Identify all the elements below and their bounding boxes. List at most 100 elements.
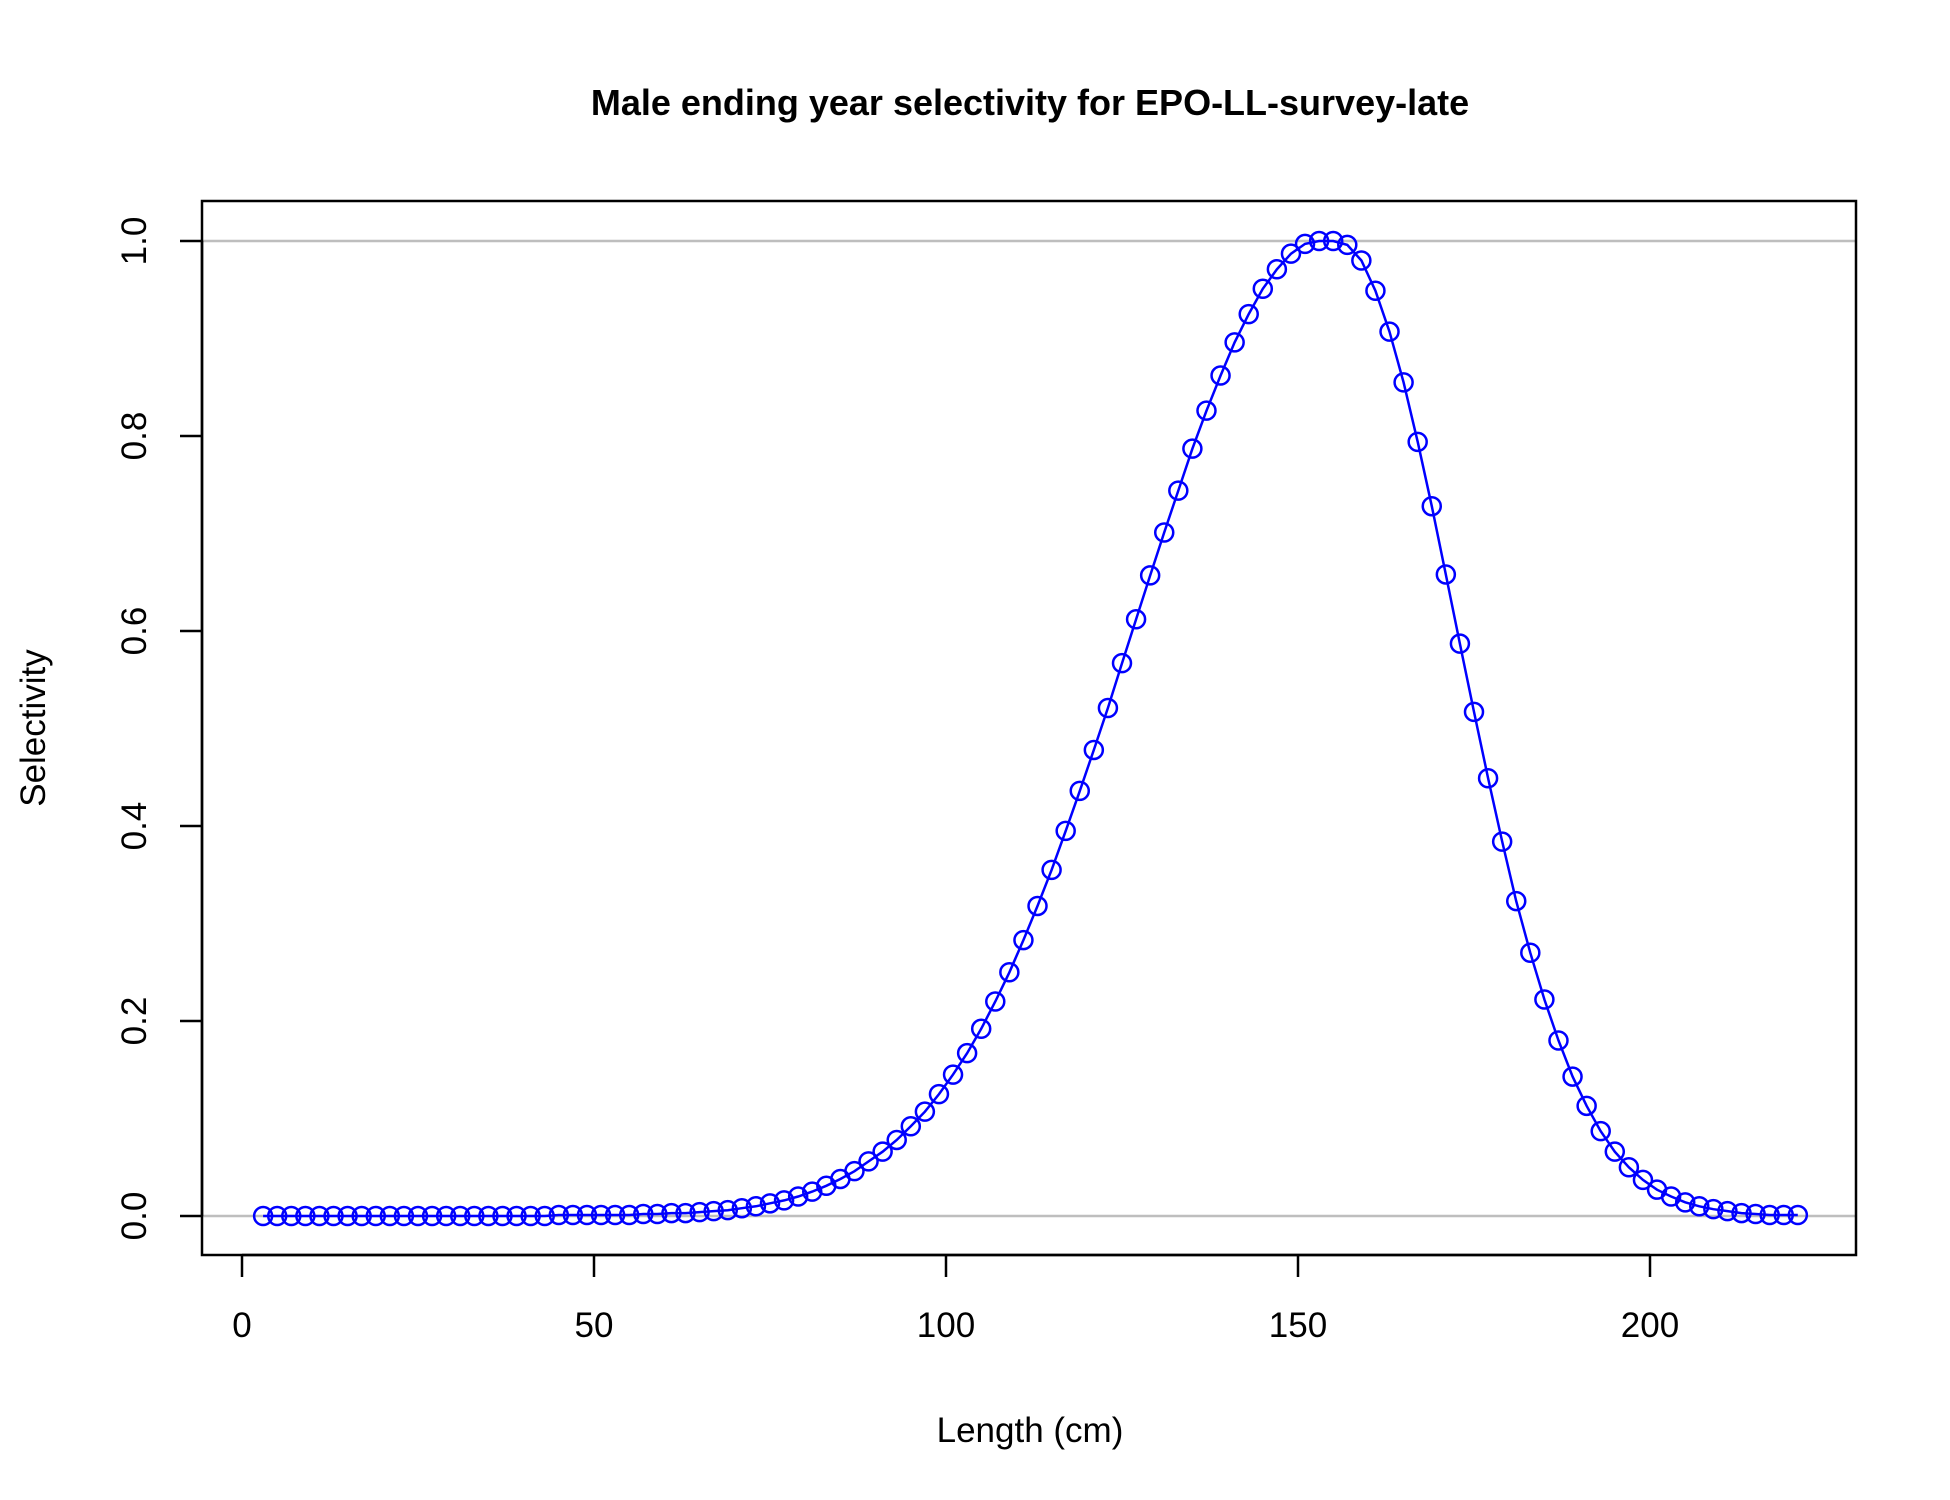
data-point [520, 1205, 541, 1227]
x-tick-label: 100 [917, 1306, 975, 1345]
data-point [759, 1193, 781, 1214]
data-point [787, 1186, 809, 1207]
y-axis: 0.0 0.2 0.4 0.6 0.8 1.0 [115, 217, 204, 1241]
data-point [942, 1064, 964, 1085]
data-point [1534, 989, 1555, 1010]
data-point [1703, 1198, 1724, 1220]
data-point [956, 1042, 978, 1064]
data-point [717, 1199, 739, 1221]
data-point [844, 1160, 865, 1182]
data-point [886, 1129, 907, 1151]
data-point [562, 1204, 584, 1226]
data-point [449, 1205, 471, 1227]
y-tick-label: 0.8 [115, 412, 154, 461]
data-point [393, 1205, 415, 1227]
data-point [928, 1083, 950, 1105]
data-point [1520, 942, 1541, 963]
data-point [1337, 234, 1358, 256]
data-point [1787, 1204, 1809, 1226]
data-point [801, 1181, 823, 1202]
data-point [1097, 697, 1119, 719]
data-point [266, 1205, 288, 1227]
data-point [478, 1205, 499, 1227]
data-point [1759, 1204, 1780, 1226]
data-point [1210, 365, 1231, 386]
data-point [1069, 780, 1091, 802]
x-tick-label: 0 [232, 1306, 251, 1345]
data-point [1013, 929, 1034, 951]
data-point [1505, 890, 1527, 912]
data-point [985, 991, 1006, 1012]
x-axis: 0 50 100 150 200 [232, 1253, 1679, 1345]
x-tick-label: 150 [1269, 1306, 1327, 1345]
data-point [576, 1204, 598, 1226]
data-point [1238, 303, 1259, 325]
data-point [1731, 1202, 1752, 1224]
data-point [1266, 259, 1288, 280]
reference-lines [202, 239, 1856, 1218]
x-tick-label: 200 [1621, 1306, 1679, 1345]
data-point [1449, 633, 1471, 654]
data-point [1745, 1203, 1766, 1225]
data-point [323, 1205, 344, 1227]
data-point [1083, 739, 1105, 761]
data-point [1379, 321, 1400, 342]
data-point [1182, 438, 1203, 459]
data-point [351, 1205, 372, 1227]
data-point [1562, 1066, 1583, 1087]
plot-frame [200, 199, 1858, 1257]
data-point [464, 1205, 485, 1227]
data-point [1674, 1192, 1696, 1213]
data-point [435, 1205, 457, 1227]
data-point [1435, 564, 1457, 585]
data-point [731, 1197, 753, 1219]
data-point [618, 1204, 640, 1226]
y-tick-label: 0.6 [115, 607, 154, 656]
data-point [1294, 233, 1316, 255]
data-point [1477, 767, 1499, 789]
data-point [633, 1203, 654, 1225]
data-point [365, 1205, 387, 1227]
data-point [281, 1205, 302, 1227]
data-point [407, 1205, 429, 1227]
data-point [970, 1018, 992, 1040]
data-point [661, 1202, 682, 1224]
data-point [1139, 565, 1161, 586]
data-point [1618, 1157, 1640, 1178]
data-point [548, 1204, 570, 1226]
data-point [1365, 280, 1386, 301]
y-axis-label: Selectivity [14, 649, 53, 807]
data-point [1055, 820, 1076, 842]
data-point [1421, 495, 1443, 517]
data-point [745, 1196, 767, 1217]
data-point [309, 1205, 330, 1227]
data-point [647, 1203, 668, 1225]
data-point [506, 1205, 527, 1227]
data-point [252, 1205, 274, 1227]
data-point [1041, 859, 1062, 881]
data-point [1773, 1204, 1795, 1226]
data-point [858, 1151, 879, 1172]
data-point [914, 1101, 936, 1122]
data-point [1224, 332, 1245, 353]
y-tick-label: 0.2 [115, 997, 154, 1046]
data-point [604, 1204, 626, 1226]
y-tick-label: 0.0 [115, 1192, 154, 1241]
data-point [872, 1141, 893, 1162]
data-point [1280, 243, 1302, 264]
data-point [1196, 400, 1217, 421]
chart-title: Male ending year selectivity for EPO-LL-… [591, 82, 1469, 123]
data-point [1590, 1120, 1611, 1142]
data-point [1168, 480, 1189, 501]
data-point [1548, 1030, 1569, 1051]
data-point [1463, 701, 1485, 723]
data-point [999, 962, 1020, 983]
x-axis-label: Length (cm) [937, 1411, 1124, 1450]
data-point [295, 1205, 316, 1227]
series-layer [252, 230, 1809, 1227]
data-point [1393, 372, 1414, 393]
data-point [689, 1201, 710, 1223]
data-point [1717, 1200, 1738, 1222]
data-point [1111, 652, 1133, 674]
